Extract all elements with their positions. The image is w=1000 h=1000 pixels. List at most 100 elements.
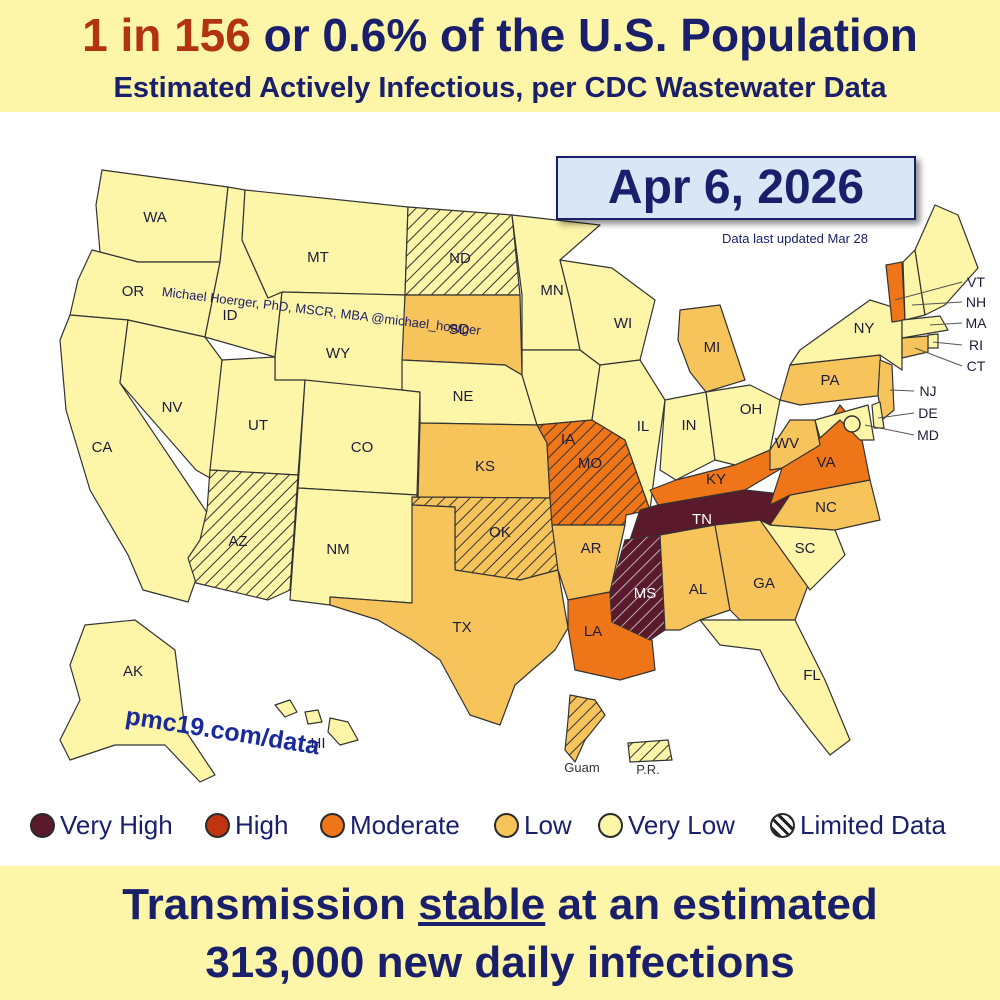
state-label-mo: MO [578,455,602,472]
state-ma[interactable] [901,315,949,339]
state-label-vt: VT [967,274,985,290]
state-hi-island-1[interactable] [304,709,323,725]
state-label-nd: ND [449,250,471,267]
legend-label: Very High [60,809,173,840]
state-label-in: IN [682,417,697,434]
headline-ratio: 1 in 156 [82,9,251,61]
state-label-hi: HI [311,735,326,752]
transmission-trend-line: Transmission stable at an estimated [0,880,1000,930]
very-high-swatch-icon [30,812,55,838]
leader-line-ma [929,322,963,326]
state-label-tn: TN [692,511,712,528]
state-label-ok: OK [489,524,511,541]
territory-label-guam: Guam [564,760,599,775]
trend-suffix: at an estimated [545,880,878,929]
state-label-wa: WA [143,209,167,226]
legend-label: High [235,809,289,840]
state-label-pa: PA [821,372,840,389]
state-label-fl: FL [803,667,821,684]
state-label-mt: MT [307,249,329,266]
high-swatch-icon [205,812,230,838]
dc-marker-icon[interactable] [843,415,861,433]
state-label-wi: WI [614,315,632,332]
state-label-ky: KY [706,471,726,488]
states-group [59,169,979,783]
state-label-az: AZ [228,533,247,550]
territory-guam[interactable] [564,694,606,763]
state-co[interactable] [297,379,421,496]
state-mt[interactable] [241,189,409,299]
state-hi[interactable] [274,699,298,718]
territory-label-pr: P.R. [636,762,660,777]
state-ny[interactable] [789,299,903,371]
state-ak[interactable] [59,619,216,783]
legend-label: Limited Data [800,809,946,840]
state-label-or: OR [122,283,145,300]
state-label-nh: NH [966,294,986,310]
state-label-co: CO [351,439,374,456]
state-wv[interactable] [769,419,821,471]
leader-line-nh [911,301,963,306]
state-label-ut: UT [248,417,268,434]
state-ia[interactable] [521,349,601,426]
state-label-ar: AR [581,540,602,557]
state-label-wy: WY [326,345,350,362]
state-label-wv: WV [775,435,799,452]
last-updated-note: Data last updated Mar 28 [722,231,868,246]
state-label-nj: NJ [919,383,936,399]
trend-value: stable [418,880,546,929]
legend-item-very-high: Very High [30,806,173,844]
legend-item-high: High [205,806,288,844]
leader-line-md [864,424,915,436]
low-swatch-icon [494,812,519,838]
state-label-ne: NE [453,388,474,405]
state-label-tx: TX [452,619,471,636]
trend-prefix: Transmission [122,880,419,929]
state-label-ma: MA [966,315,988,331]
state-label-ri: RI [969,337,983,353]
state-label-ca: CA [92,439,113,456]
moderate-swatch-icon [320,812,345,838]
state-label-la: LA [584,623,602,640]
header-banner: 1 in 156 or 0.6% of the U.S. Population … [0,0,1000,112]
limited-data-swatch-icon [770,812,795,838]
leader-line-nj [889,389,915,392]
state-nj[interactable] [877,359,895,421]
state-in[interactable] [659,391,716,481]
state-ri[interactable] [927,333,939,349]
state-label-il: IL [637,418,650,435]
leader-line-ct [914,347,963,367]
state-tx[interactable] [329,504,569,726]
legend: Very High High Moderate Low Very Low Lim… [0,806,1000,844]
state-ct[interactable] [901,335,929,359]
state-labels-group: WA OR CA ID NV MT WY UT AZ CO NM ND SD NE KS OK TX MN IAMO… [92,209,988,777]
subheadline: Estimated Actively Infectious, per CDC W… [113,72,887,104]
legend-item-low: Low [494,806,572,844]
legend-label: Low [524,809,572,840]
state-hi-island-2[interactable] [327,717,359,746]
state-label-mi: MI [704,339,721,356]
leader-line-de [877,412,915,419]
footer-banner: Transmission stable at an estimated 313,… [0,866,1000,1000]
headline-rest: or 0.6% of the U.S. Population [250,9,918,61]
state-de[interactable] [871,401,885,429]
territory-pr[interactable] [627,739,673,763]
legend-label: Moderate [350,809,460,840]
leader-line-vt [894,281,963,301]
state-label-sc: SC [795,540,816,557]
state-label-de: DE [918,405,937,421]
state-label-sd: SD [449,321,470,338]
state-nm[interactable] [289,487,418,606]
leader-line-ri [932,341,963,346]
state-label-oh: OH [740,401,763,418]
legend-item-very-low: Very Low [598,806,735,844]
state-fl[interactable] [699,619,851,756]
state-label-ct: CT [967,358,986,374]
state-me[interactable] [914,204,979,316]
state-label-nm: NM [326,541,349,558]
legend-item-moderate: Moderate [320,806,460,844]
state-label-ms: MS [634,585,657,602]
state-label-ga: GA [753,575,775,592]
daily-infections-line: 313,000 new daily infections [205,938,795,987]
state-label-ak: AK [123,663,143,680]
